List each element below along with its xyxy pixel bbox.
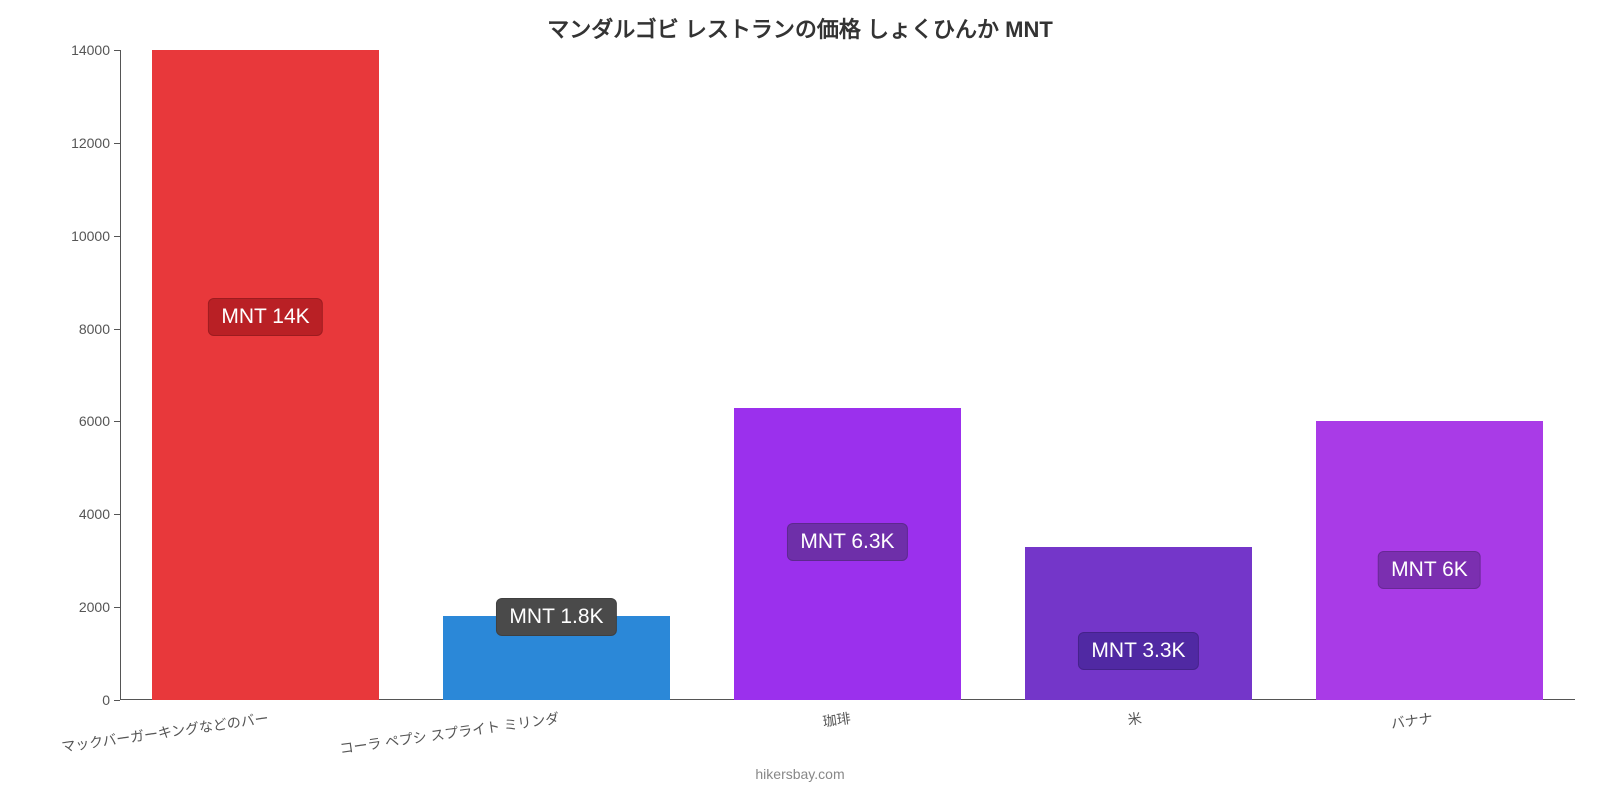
- bar-value-label: MNT 6K: [1378, 551, 1481, 589]
- xtick-label: バナナ: [1388, 700, 1433, 734]
- y-axis: [120, 50, 121, 700]
- bar-value-label: MNT 6.3K: [787, 523, 907, 561]
- bar: MNT 3.3K: [1025, 547, 1252, 700]
- chart-title: マンダルゴビ レストランの価格 しょくひんか MNT: [0, 0, 1600, 44]
- ytick-label: 14000: [71, 42, 120, 58]
- ytick-label: 0: [102, 692, 120, 708]
- xtick-label: 珈琲: [820, 700, 852, 732]
- bar: MNT 6K: [1316, 421, 1543, 700]
- bar: MNT 14K: [152, 50, 379, 700]
- bar-value-label: MNT 1.8K: [496, 598, 616, 636]
- xtick-label: マックバーガーキングなどのバー: [59, 700, 270, 757]
- ytick-label: 12000: [71, 135, 120, 151]
- chart-plot-area: 02000400060008000100001200014000MNT 14Kマ…: [120, 50, 1575, 700]
- attribution-text: hikersbay.com: [755, 766, 844, 782]
- bar: MNT 1.8K: [443, 616, 670, 700]
- xtick-label: コーラ ペプシ スプライト ミリンダ: [337, 700, 560, 759]
- ytick-label: 4000: [79, 506, 120, 522]
- ytick-label: 6000: [79, 413, 120, 429]
- xtick-label: 米: [1125, 700, 1143, 730]
- ytick-label: 8000: [79, 321, 120, 337]
- bar: MNT 6.3K: [734, 408, 961, 701]
- ytick-label: 10000: [71, 228, 120, 244]
- bar-value-label: MNT 3.3K: [1078, 632, 1198, 670]
- ytick-label: 2000: [79, 599, 120, 615]
- bar-value-label: MNT 14K: [208, 298, 322, 336]
